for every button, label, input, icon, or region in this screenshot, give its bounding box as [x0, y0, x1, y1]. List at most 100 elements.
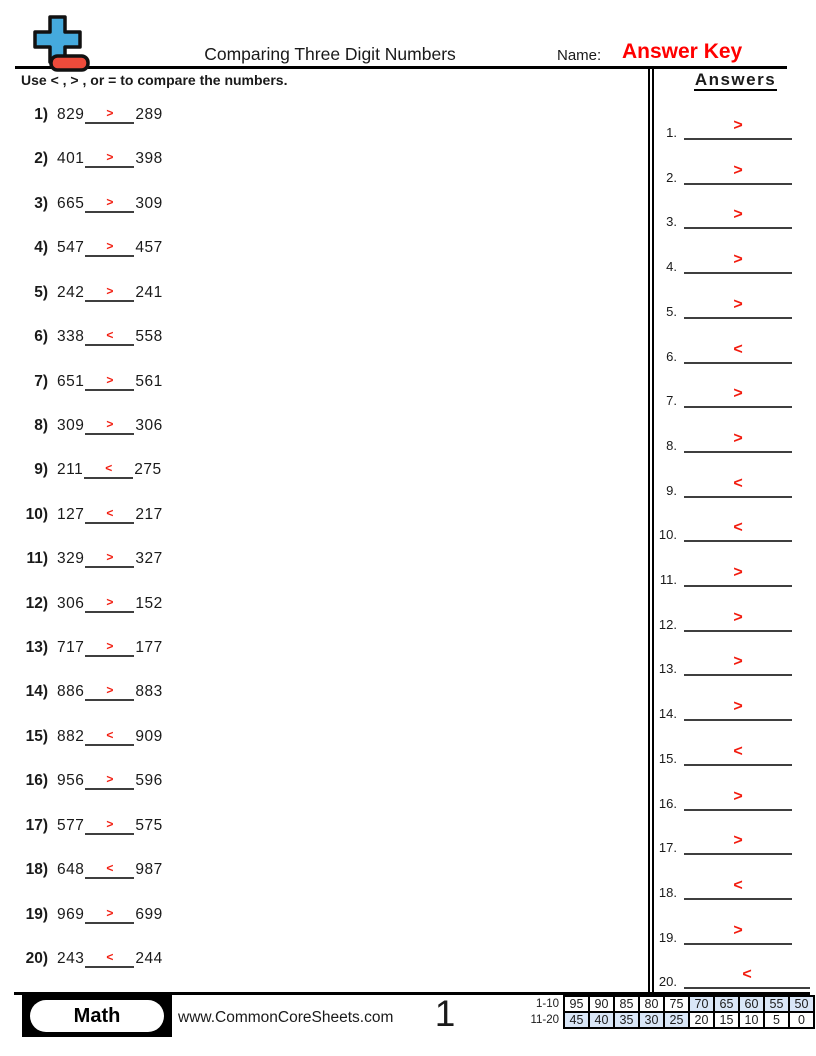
comparison-symbol: >	[106, 194, 114, 209]
problem-right-number: 327	[135, 550, 163, 568]
answer-row: 13. >	[651, 647, 792, 677]
problem-row: 8) 309 > 306	[18, 408, 163, 435]
grade-table-row: 1-10 95 90 85 80 75 70 65 60 55 50	[527, 995, 815, 1013]
problem-number: 1)	[34, 106, 48, 123]
answer-blank-line: <	[85, 941, 135, 968]
comparison-symbol: <	[106, 949, 114, 964]
header-divider-line	[15, 66, 787, 69]
problem-number: 19)	[25, 905, 48, 923]
problem-number: 5)	[34, 283, 48, 301]
problem-left-number: 211	[57, 461, 84, 479]
problem-right-number: 309	[135, 194, 163, 212]
problem-row: 16) 956 > 596	[18, 763, 163, 791]
problem-left-number: 717	[57, 639, 85, 657]
problem-row: 14) 886 > 883	[18, 674, 163, 702]
answer-key-label: Answer Key	[622, 40, 743, 63]
problem-number: 4)	[34, 239, 48, 257]
answer-blank-line: >	[684, 603, 792, 632]
answer-blank-line: <	[85, 852, 135, 880]
answer-comparison-symbol: <	[733, 519, 743, 537]
answer-blank-line: <	[684, 335, 792, 364]
answer-blank-line: <	[684, 960, 810, 990]
answer-row: 17. >	[651, 826, 792, 856]
grade-score-cell: 40	[588, 1011, 615, 1029]
problem-row: 11) 329 > 327	[18, 541, 163, 569]
answer-comparison-symbol: >	[733, 251, 743, 269]
page-title: Comparing Three Digit Numbers	[204, 44, 456, 64]
answer-number: 12.	[658, 616, 677, 632]
answer-row: 10. <	[651, 513, 792, 543]
answer-blank-line: >	[85, 763, 135, 791]
answer-comparison-symbol: >	[733, 161, 743, 179]
answer-comparison-symbol: <	[733, 474, 743, 492]
answer-blank-line: >	[684, 379, 792, 409]
problem-right-number: 457	[135, 239, 163, 257]
answer-number: 18.	[658, 884, 677, 900]
subject-badge: Math	[22, 995, 172, 1037]
problem-right-number: 152	[135, 594, 163, 612]
answers-column-divider	[648, 69, 654, 992]
answer-number: 11.	[659, 572, 677, 587]
answer-blank-line: >	[684, 826, 792, 856]
answer-number: 7.	[666, 393, 677, 409]
answer-blank-line: >	[85, 586, 135, 613]
answer-comparison-symbol: >	[733, 787, 743, 805]
answer-row: 7. >	[651, 379, 792, 409]
problem-left-number: 969	[57, 905, 85, 923]
answer-blank-line: >	[684, 424, 792, 453]
answer-row: 9. <	[651, 469, 792, 498]
answer-blank-line: >	[85, 808, 135, 835]
problem-right-number: 244	[135, 949, 163, 967]
problem-number: 9)	[34, 461, 48, 479]
problem-right-number: 596	[135, 772, 163, 790]
answer-blank-line: >	[85, 186, 135, 213]
answer-comparison-symbol: <	[733, 742, 743, 760]
plus-minus-logo-icon	[33, 15, 90, 72]
answer-number: 3.	[666, 214, 677, 230]
problem-left-number: 243	[57, 949, 85, 967]
answer-comparison-symbol: >	[733, 608, 743, 626]
problem-right-number: 987	[135, 861, 163, 879]
grade-range-label: 11-20	[530, 1014, 559, 1026]
problem-left-number: 882	[57, 727, 85, 745]
answer-number: 13.	[658, 661, 677, 677]
comparison-symbol: <	[106, 861, 114, 876]
problem-number: 10)	[25, 505, 48, 523]
problem-row: 19) 969 > 699	[18, 897, 163, 924]
answer-row: 16. >	[651, 782, 792, 811]
problem-left-number: 127	[57, 505, 85, 523]
problem-row: 3) 665 > 309	[18, 186, 163, 213]
grade-score-cell: 25	[663, 1011, 690, 1029]
comparison-symbol: <	[106, 727, 114, 742]
grade-table-row: 11-20 45 40 35 30 25 20 15 10 5 0	[527, 1011, 815, 1029]
problem-number: 17)	[25, 816, 48, 834]
answer-blank-line: <	[684, 469, 792, 498]
problem-row: 2) 401 > 398	[18, 141, 163, 169]
page-number: 1	[434, 993, 456, 1034]
grading-score-table: 1-10 95 90 85 80 75 70 65 60 55 50 11-20 45 40 35 30 25 2…	[527, 995, 815, 1029]
problem-number: 18)	[25, 861, 48, 879]
answer-number: 14.	[658, 706, 677, 722]
answer-row: 15. <	[651, 737, 792, 766]
problem-number: 2)	[34, 150, 48, 168]
grade-range-label: 1-10	[535, 998, 559, 1010]
answer-blank-line: <	[85, 319, 135, 347]
answer-comparison-symbol: >	[733, 429, 743, 447]
problem-row: 10) 127 < 217	[18, 497, 163, 524]
website-url: www.CommonCoreSheets.com	[178, 1009, 394, 1026]
answer-blank-line: >	[684, 245, 792, 275]
answer-number: 4.	[666, 259, 677, 275]
problem-row: 4) 547 > 457	[18, 230, 163, 258]
answer-row: 20. <	[651, 960, 810, 990]
problem-number: 14)	[25, 683, 48, 701]
answer-blank-line: >	[85, 97, 135, 124]
problem-left-number: 401	[57, 150, 85, 168]
answer-number: 10.	[658, 527, 677, 543]
answer-row: 5. >	[651, 290, 792, 319]
problem-right-number: 398	[135, 150, 163, 168]
answer-blank-line: <	[684, 737, 792, 766]
answer-row: 12. >	[651, 603, 792, 632]
problem-number: 8)	[34, 416, 48, 434]
answer-blank-line: >	[85, 541, 135, 569]
problem-right-number: 883	[135, 683, 163, 701]
